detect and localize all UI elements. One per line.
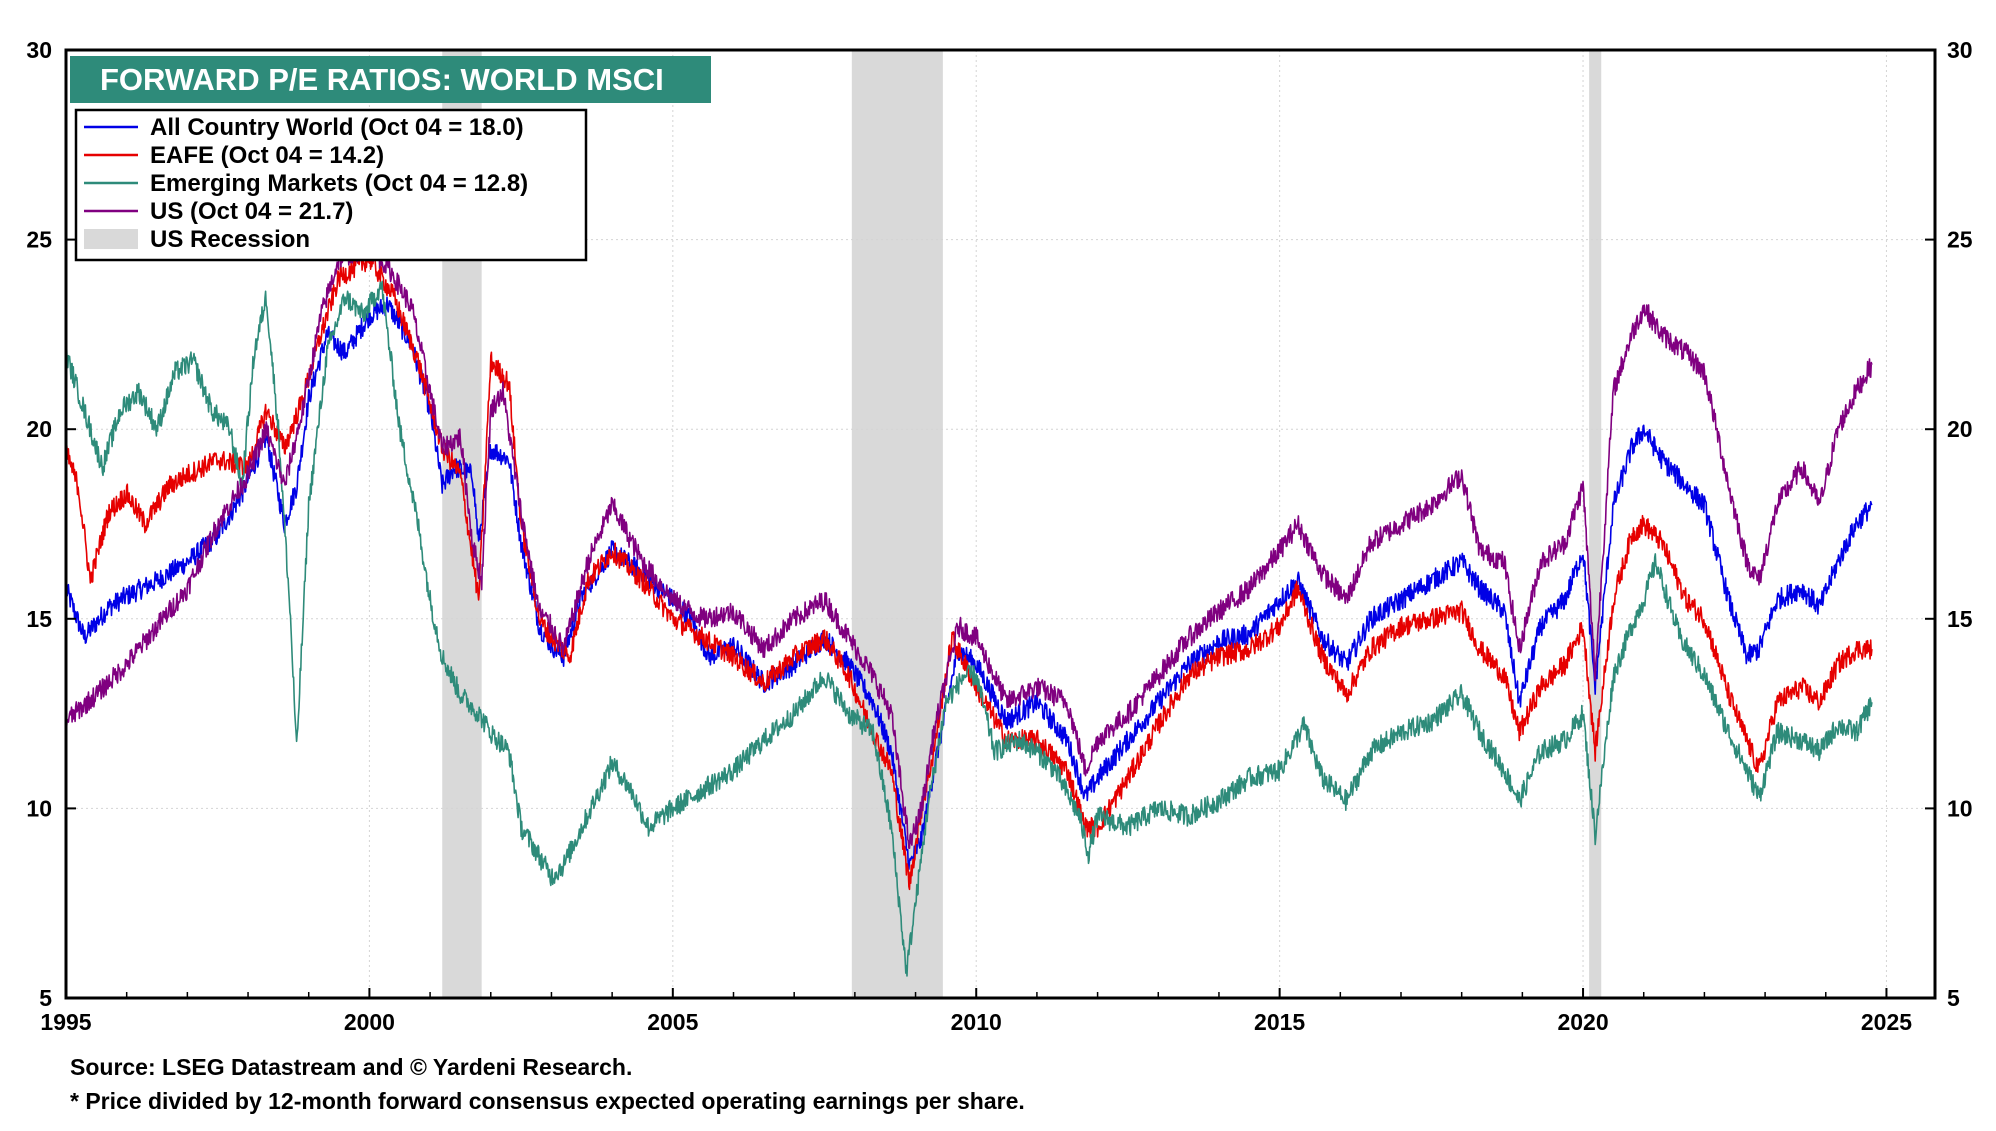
x-tick-label: 1995 (40, 1009, 91, 1035)
x-tick-label: 2020 (1557, 1009, 1608, 1035)
y-tick-label-left: 10 (26, 795, 52, 821)
y-tick-label-left: 25 (26, 227, 52, 253)
y-tick-label-right: 5 (1947, 985, 1960, 1011)
x-tick-label: 2010 (951, 1009, 1002, 1035)
legend-frame (74, 108, 588, 262)
x-tick-label: 2015 (1254, 1009, 1305, 1035)
y-tick-label-right: 25 (1947, 227, 1973, 253)
source-note: Source: LSEG Datastream and © Yardeni Re… (70, 1054, 633, 1080)
recession-band-2 (851, 50, 943, 998)
legend-label-3: Emerging Markets (Oct 04 = 12.8) (150, 170, 528, 197)
legend-label-recession: US Recession (150, 226, 310, 253)
plot-frame (64, 48, 1937, 1000)
y-tick-label-right: 15 (1947, 606, 1973, 632)
chart-title: FORWARD P/E RATIOS: WORLD MSCI (100, 62, 664, 97)
series-line-3 (65, 280, 1873, 977)
y-tick-label-right: 30 (1947, 37, 1973, 63)
legend-label-4: US (Oct 04 = 21.7) (150, 198, 353, 225)
x-tick-label: 2025 (1861, 1009, 1912, 1035)
x-tick-label: 2005 (647, 1009, 698, 1035)
recession-band-3 (1589, 50, 1602, 998)
y-tick-label-left: 5 (39, 985, 52, 1011)
legend-swatch-recession (84, 229, 138, 249)
x-tick-label: 2000 (344, 1009, 395, 1035)
legend-label-2: EAFE (Oct 04 = 14.2) (150, 142, 384, 169)
legend-label-1: All Country World (Oct 04 = 18.0) (150, 114, 524, 141)
y-tick-label-right: 20 (1947, 416, 1973, 442)
y-tick-label-left: 15 (26, 606, 52, 632)
definition-note: * Price divided by 12-month forward cons… (70, 1088, 1025, 1114)
legend: All Country World (Oct 04 = 18.0)EAFE (O… (74, 108, 588, 262)
y-tick-label-left: 30 (26, 37, 52, 63)
y-tick-label-left: 20 (26, 416, 52, 442)
title-background (70, 56, 711, 103)
chart-title-box: FORWARD P/E RATIOS: WORLD MSCI (70, 56, 711, 103)
y-tick-label-right: 10 (1947, 795, 1973, 821)
recession-bands (442, 50, 1602, 998)
